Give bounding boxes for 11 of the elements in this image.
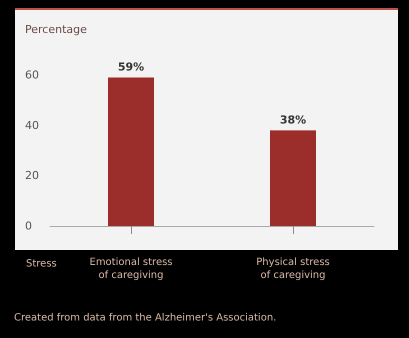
y-tick-label: 0 (25, 220, 32, 232)
x-tick-label: Emotional stress of caregiving (89, 257, 173, 281)
y-tick-label: 20 (25, 169, 39, 182)
y-tick-label: 60 (25, 68, 39, 82)
text: Created from data from the Alzheimer's Association. (14, 312, 276, 324)
y-axis-title: Percentage (25, 23, 88, 36)
data-label: 59% (118, 60, 144, 74)
data-label: 38% (280, 113, 306, 126)
x-tick-label: Physical stress of caregiving (256, 257, 330, 281)
x-axis-title: Stress (26, 258, 57, 270)
y-tick-label: 40 (25, 118, 39, 132)
